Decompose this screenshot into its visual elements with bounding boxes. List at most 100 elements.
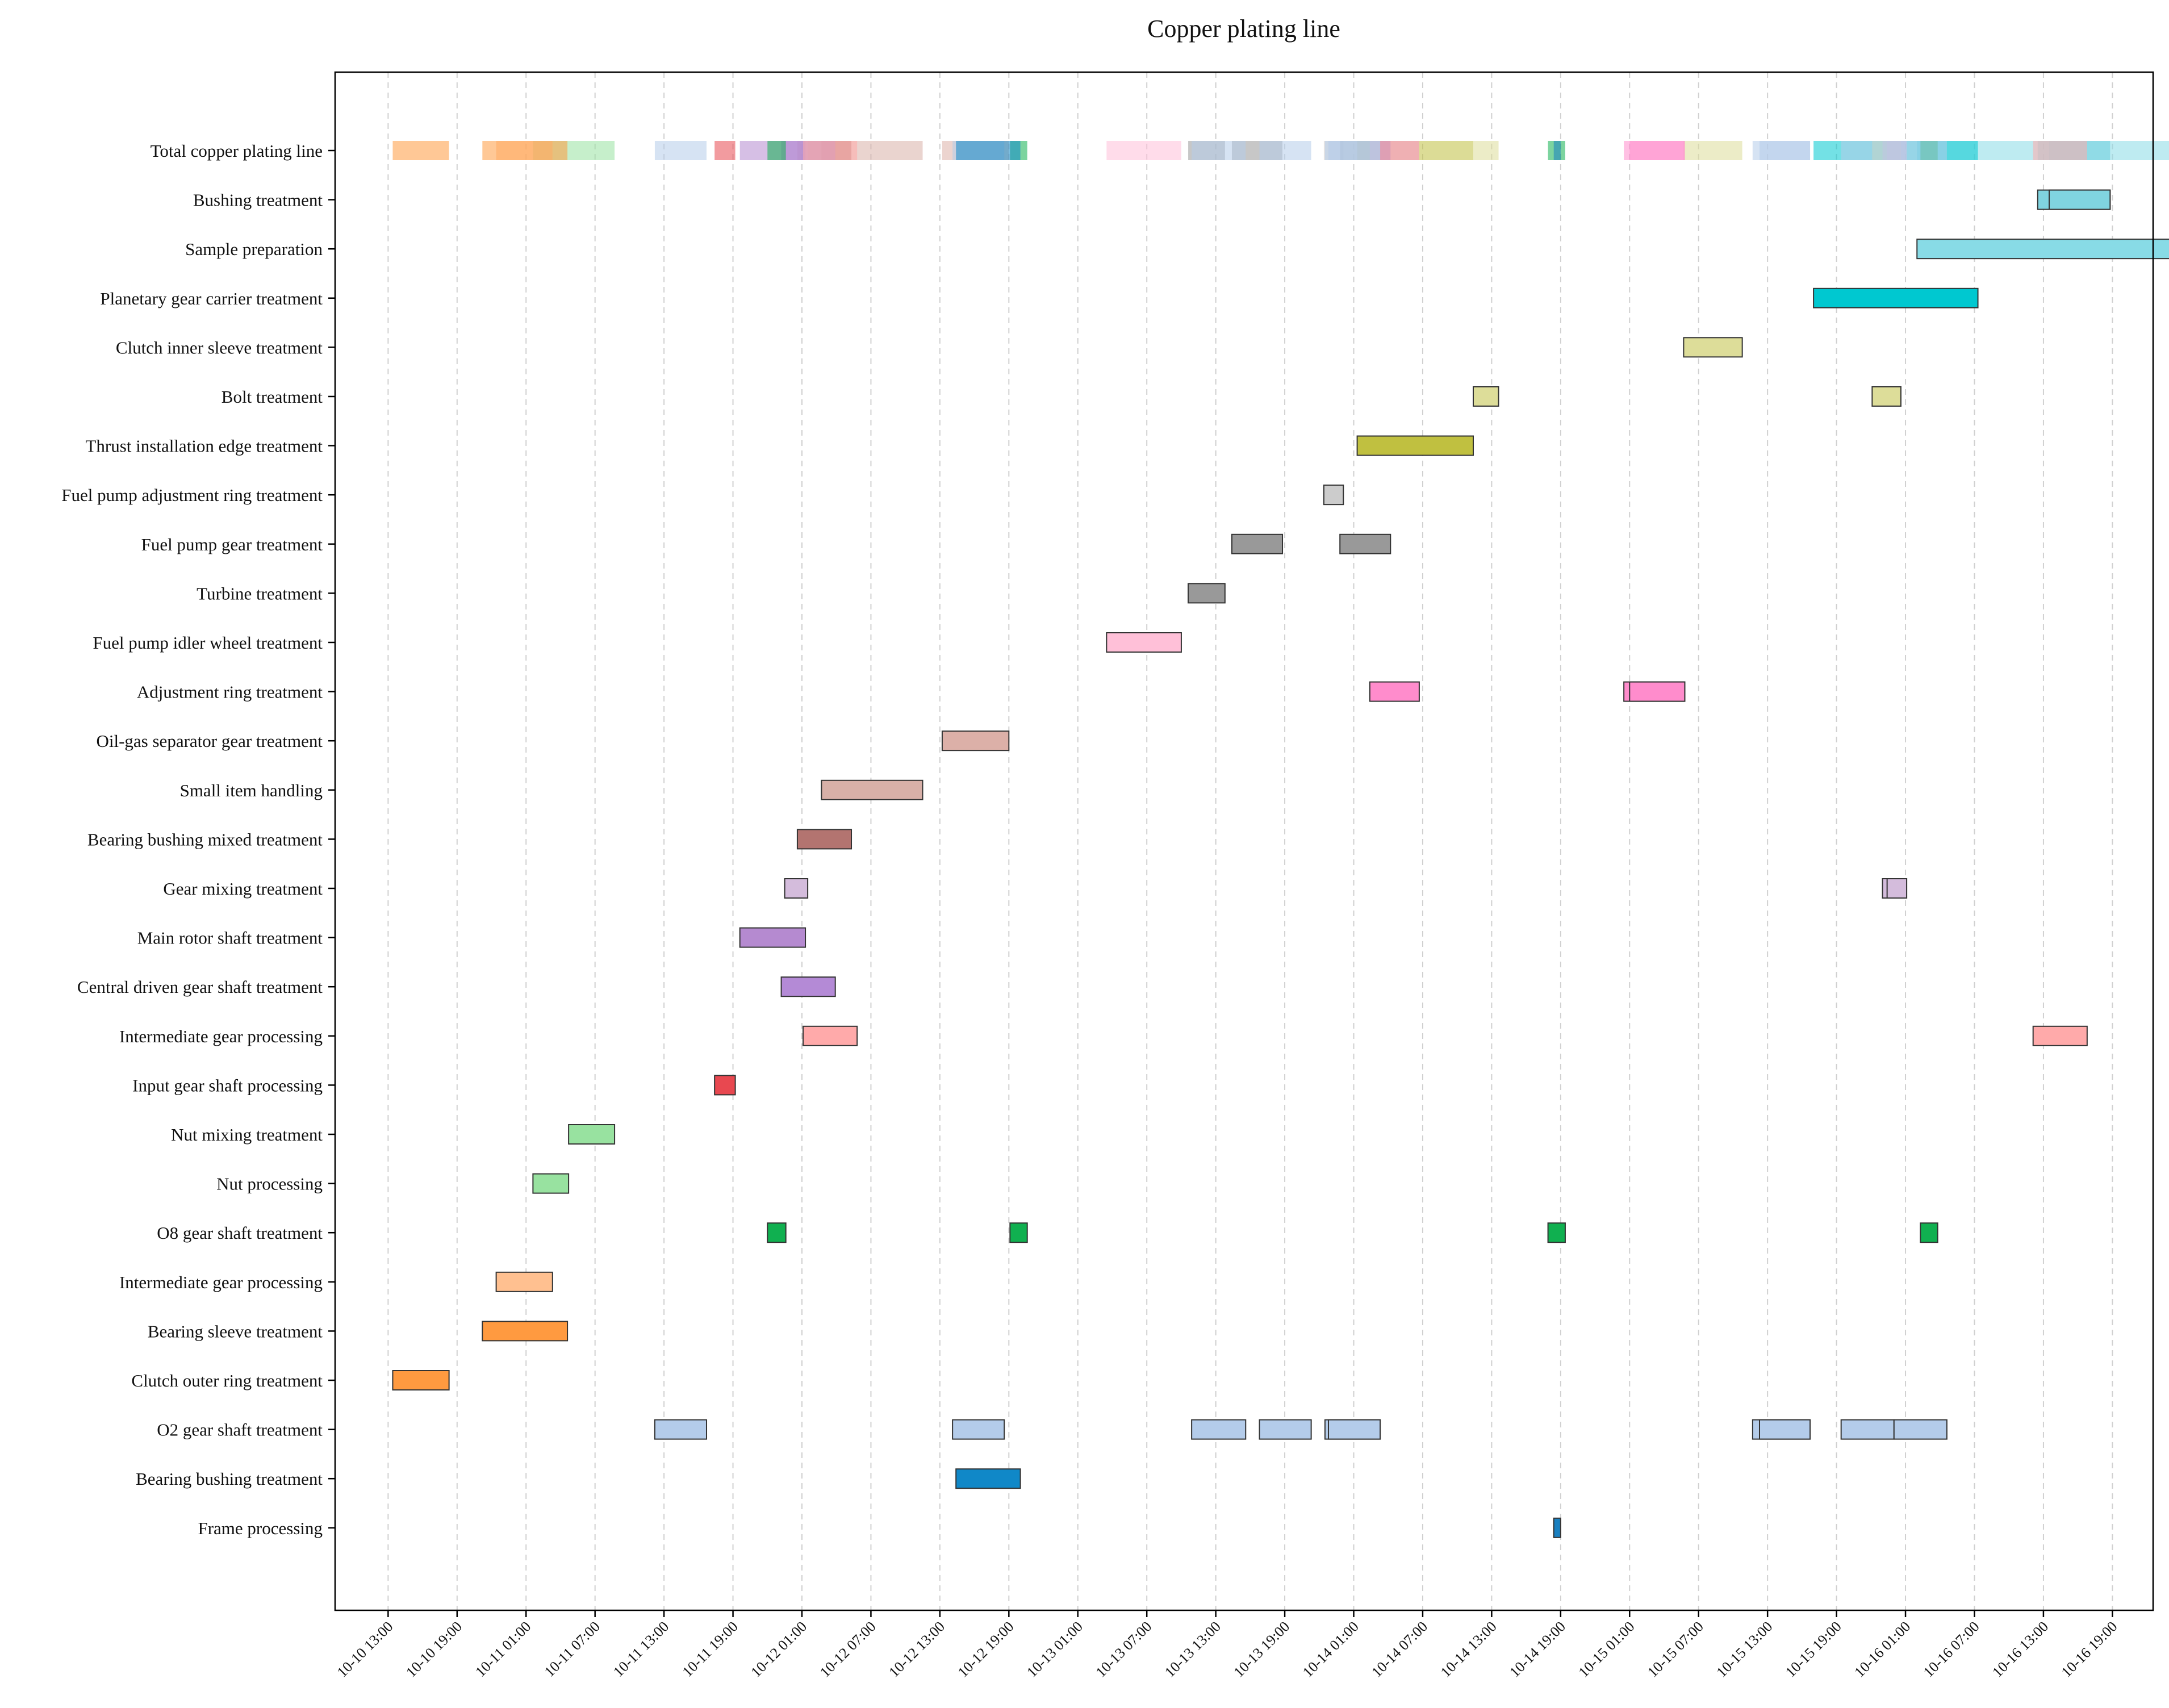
total-row-bars [392,141,2169,160]
task-bar [1473,386,1499,407]
task-bar [1259,1419,1312,1440]
x-tick-label: 10-12 07:00 [817,1618,879,1681]
x-tick-label: 10-12 19:00 [955,1618,1017,1681]
x-tick-label: 10-13 19:00 [1230,1618,1293,1681]
task-bar [780,976,836,997]
x-tick-label: 10-10 13:00 [334,1618,396,1681]
total-line-bar [1759,141,1811,160]
x-tick-label: 10-11 13:00 [610,1618,672,1680]
total-line-bar [1106,141,1181,160]
x-tick-label: 10-16 19:00 [2058,1618,2121,1681]
grid-lines [387,72,2113,1610]
total-line-bar [1894,141,1947,160]
y-tick-label: Bolt treatment [222,387,323,407]
x-tick-label: 10-16 13:00 [1989,1618,2051,1681]
x-tick-label: 10-13 07:00 [1093,1618,1155,1681]
task-bar [1683,337,1743,358]
task-bar [1886,878,1908,899]
y-tick-label: Nut mixing treatment [171,1125,323,1145]
x-tick-label: 10-11 07:00 [541,1618,603,1680]
task-bar [2049,189,2111,210]
task-bar [1369,681,1420,702]
total-line-bar [1259,141,1311,160]
task-bar [784,878,809,899]
y-tick-label: Nut processing [216,1174,323,1194]
task-bar [532,1173,570,1194]
x-tick-label: 10-15 13:00 [1714,1618,1776,1681]
total-line-bar [654,141,707,160]
x-tick-label: 10-11 01:00 [472,1618,534,1680]
y-tick-label: Clutch outer ring treatment [131,1371,323,1390]
task-bar [1231,533,1284,554]
task-bar [1323,485,1344,506]
total-line-bar [1192,141,1246,160]
x-tick-label: 10-16 01:00 [1851,1618,1913,1681]
y-tick-label: Oil-gas separator gear treatment [96,731,323,751]
total-line-bar [714,141,735,160]
y-tick-label: Main rotor shaft treatment [137,928,323,948]
x-tick-label: 10-10 19:00 [403,1618,465,1681]
task-bar [1106,632,1182,653]
y-tick-label: Bearing sleeve treatment [148,1321,323,1341]
task-bar [1920,1222,1938,1243]
y-tick-label: Total copper plating line [151,141,323,161]
x-tick-label: 10-16 07:00 [1920,1618,1983,1681]
x-tick-label: 10-15 07:00 [1644,1618,1707,1681]
task-bar [1356,435,1474,456]
x-tick-label: 10-14 07:00 [1368,1618,1431,1681]
x-tick-label: 10-12 01:00 [747,1618,810,1681]
task-bar [821,779,923,800]
total-line-bar [1473,141,1499,160]
total-line-bar [1841,141,1894,160]
task-bar [714,1075,736,1096]
total-line-bar [1553,141,1561,160]
total-line-bar [1328,141,1381,160]
y-tick-label: Bushing treatment [193,190,323,210]
total-line-bar [1629,141,1685,160]
y-tick-label: Turbine treatment [197,583,323,603]
task-bar [1629,681,1686,702]
y-tick-label: Bearing bushing mixed treatment [87,829,323,849]
task-bar [1009,1222,1028,1243]
y-tick-label: Frame processing [198,1518,323,1538]
task-bar [1553,1517,1561,1538]
task-bar [1547,1222,1566,1243]
task-bar [1840,1419,1895,1440]
total-line-bar [767,141,786,160]
y-tick-label: O2 gear shaft treatment [157,1420,323,1440]
y-tick-label: Planetary gear carrier treatment [100,289,323,308]
task-bar [739,927,806,948]
y-tick-label: Intermediate gear processing [119,1272,323,1292]
y-tick-label: Bearing bushing treatment [136,1469,323,1489]
task-bar [392,1370,450,1390]
y-tick-label: Fuel pump adjustment ring treatment [61,485,323,505]
task-bar [654,1419,708,1440]
total-line-bar [2033,141,2087,160]
x-tick-label: 10-15 19:00 [1782,1618,1845,1681]
chart-title: Copper plating line [1147,15,1340,43]
total-line-bar [392,141,449,160]
plot-frame [334,71,2154,1611]
task-bar [796,829,852,850]
total-line-bar [1683,141,1742,160]
total-line-bar [956,141,1021,160]
total-line-bar [482,141,568,160]
task-bar [1339,533,1391,554]
x-tick-label: 10-12 13:00 [885,1618,948,1681]
y-tick-label: Intermediate gear processing [119,1026,323,1046]
task-bar [2032,1025,2088,1046]
y-tick-label: Gear mixing treatment [163,879,323,899]
task-bar [941,730,1010,751]
x-axis-labels: 10-10 13:00 10-10 19:00 10-11 01:00 10-11 0… [334,1610,2121,1681]
task-bar [482,1321,569,1342]
y-tick-label: Input gear shaft processing [132,1075,323,1095]
x-tick-label: 10-11 19:00 [679,1618,741,1680]
task-bar [1758,1419,1811,1440]
task-bar [1893,1419,1947,1440]
y-tick-label: Central driven gear shaft treatment [77,977,323,997]
x-tick-label: 10-13 01:00 [1023,1618,1086,1681]
task-bar [952,1419,1005,1440]
task-bar [1191,1419,1247,1440]
y-tick-label: Fuel pump idler wheel treatment [93,633,323,653]
